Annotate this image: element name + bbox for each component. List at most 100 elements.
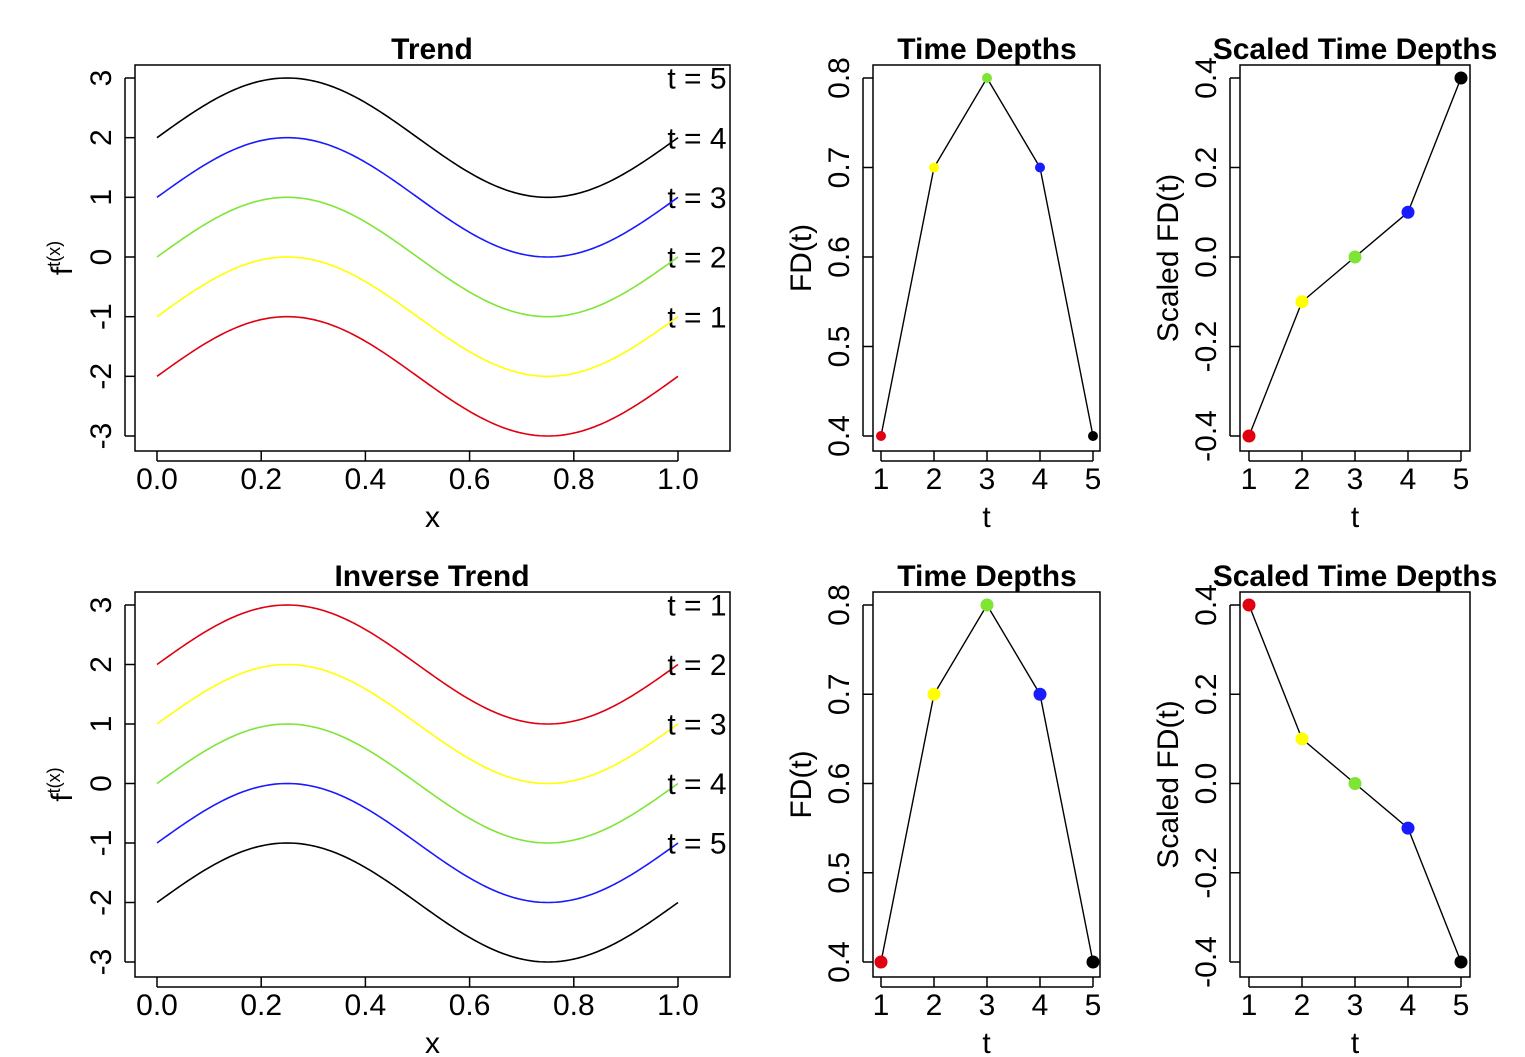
x-axis-label: t xyxy=(982,501,991,534)
y-axis-label: ft(x) xyxy=(44,241,79,275)
y-axis-label: Scaled FD(t) xyxy=(1152,700,1185,868)
data-point-t5 xyxy=(1088,431,1098,441)
chart-title: Trend xyxy=(391,33,473,66)
x-tick-label: 1 xyxy=(873,463,890,496)
x-tick-label: 3 xyxy=(1347,989,1364,1022)
y-axis-label: FD(t) xyxy=(785,750,818,818)
y-tick-label: -0.2 xyxy=(1190,847,1223,899)
series-line xyxy=(880,603,1094,963)
plot-frame xyxy=(134,591,731,978)
x-tick-label: 1 xyxy=(1241,463,1258,496)
data-point-t5 xyxy=(1454,955,1468,969)
chart-title: Time Depths xyxy=(897,560,1077,593)
x-tick-label: 5 xyxy=(1085,463,1102,496)
series-label-t3: t = 3 xyxy=(667,709,726,742)
panel-5: Time Depths 1 2 3 4 5 0.4 0.5 0.6 0.7 0.8 t FD(t) xyxy=(785,560,1101,1057)
x-tick-label: 0.0 xyxy=(136,463,178,496)
y-tick-label: 0.5 xyxy=(823,326,856,368)
y-tick-label: 0.4 xyxy=(1190,57,1223,99)
data-point-t3 xyxy=(982,73,992,83)
y-axis-label: ft(x) xyxy=(44,767,79,801)
y-tick-label: 2 xyxy=(85,656,118,673)
x-tick-label: 0.8 xyxy=(553,989,595,1022)
plot-frame xyxy=(872,64,1101,452)
y-axis-label: FD(t) xyxy=(785,224,818,292)
y-tick-label: -3 xyxy=(85,423,118,450)
series-label-t5: t = 5 xyxy=(667,828,726,861)
y-tick-label: -1 xyxy=(85,830,118,857)
x-tick-label: 4 xyxy=(1400,463,1417,496)
data-point-t2 xyxy=(929,162,939,173)
y-tick-label: 3 xyxy=(85,597,118,614)
plot-frame xyxy=(872,591,1101,978)
data-point-t3 xyxy=(1348,777,1362,790)
series-line-t3 xyxy=(156,196,679,318)
x-tick-label: 0.4 xyxy=(345,989,387,1022)
series-line-t2 xyxy=(156,256,679,378)
y-tick-label: 0.8 xyxy=(823,584,856,626)
plot-frame xyxy=(134,64,731,452)
data-point-t1 xyxy=(876,431,886,441)
y-tick-label: 0.6 xyxy=(823,236,856,278)
x-axis-label: x xyxy=(425,1027,440,1057)
data-point-t2 xyxy=(927,687,941,701)
y-tick-label: -1 xyxy=(85,303,118,330)
y-tick-label: 3 xyxy=(85,70,118,87)
y-tick-label: 0 xyxy=(85,249,118,266)
y-tick-label: 0.6 xyxy=(823,763,856,805)
panel-2: Time Depths 1 2 3 4 5 0.4 0.5 0.6 0.7 0.8 t FD(t) xyxy=(785,33,1101,534)
data-point-t4 xyxy=(1401,205,1415,219)
x-tick-label: 3 xyxy=(979,989,996,1022)
data-point-t4 xyxy=(1033,687,1047,701)
x-tick-label: 4 xyxy=(1032,989,1049,1022)
series-label-t1: t = 1 xyxy=(667,590,726,623)
series-line-t1 xyxy=(156,604,679,725)
data-point-t2 xyxy=(1295,732,1309,746)
series-line xyxy=(880,76,1094,437)
x-tick-label: 4 xyxy=(1032,463,1049,496)
x-tick-label: 0.6 xyxy=(449,463,491,496)
x-tick-label: 0.0 xyxy=(136,989,178,1022)
data-point-t1 xyxy=(874,955,888,969)
x-tick-label: 2 xyxy=(926,463,943,496)
y-tick-label: -2 xyxy=(85,363,118,390)
chart-title: Time Depths xyxy=(897,33,1077,66)
panel-6: Scaled Time Depths 1 2 3 4 5 -0.4 -0.2 0.0 0.2 0.4… xyxy=(1152,560,1497,1057)
y-tick-label: 0.7 xyxy=(823,147,856,189)
y-axis-label: Scaled FD(t) xyxy=(1152,174,1185,342)
panel-1: Trend 0.0 0.2 0.4 0.6 0.8 1.0 -3 -2 -1 0 1 2 3 x ft(x) t… xyxy=(44,33,731,534)
series-line-t3 xyxy=(156,723,679,844)
x-tick-label: 3 xyxy=(1347,463,1364,496)
chart-title: Scaled Time Depths xyxy=(1213,33,1498,66)
series-label-t2: t = 2 xyxy=(667,649,726,682)
x-tick-label: 1 xyxy=(873,989,890,1022)
x-tick-label: 4 xyxy=(1400,989,1417,1022)
y-tick-label: -0.4 xyxy=(1190,936,1223,988)
x-axis-label: t xyxy=(1351,1027,1360,1057)
y-tick-label: 0.0 xyxy=(1190,763,1223,805)
x-tick-label: 1.0 xyxy=(657,989,699,1022)
panel-3: Scaled Time Depths 1 2 3 4 5 -0.4 -0.2 0.0 0.2 0.4… xyxy=(1152,33,1497,534)
series-line-t4 xyxy=(156,782,679,904)
series-line-t5 xyxy=(156,77,679,199)
y-tick-label: 0.4 xyxy=(1190,584,1223,626)
series-label-t4: t = 4 xyxy=(667,768,726,801)
y-tick-label: 0.0 xyxy=(1190,236,1223,278)
x-tick-label: 5 xyxy=(1085,989,1102,1022)
data-point-t1 xyxy=(1242,429,1256,443)
x-tick-label: 0.2 xyxy=(240,463,282,496)
data-point-t4 xyxy=(1035,162,1045,173)
x-axis-label: t xyxy=(982,1027,991,1057)
x-tick-label: 1.0 xyxy=(657,463,699,496)
y-tick-label: 1 xyxy=(85,716,118,733)
y-tick-label: 0.2 xyxy=(1190,673,1223,715)
data-point-t5 xyxy=(1086,955,1100,969)
y-tick-label: 0.7 xyxy=(823,673,856,715)
y-tick-label: 0.2 xyxy=(1190,147,1223,189)
x-tick-label: 2 xyxy=(1294,989,1311,1022)
y-tick-label: -0.4 xyxy=(1190,410,1223,462)
y-tick-label: 2 xyxy=(85,129,118,146)
data-point-t4 xyxy=(1401,821,1415,835)
data-point-t2 xyxy=(1295,295,1309,309)
